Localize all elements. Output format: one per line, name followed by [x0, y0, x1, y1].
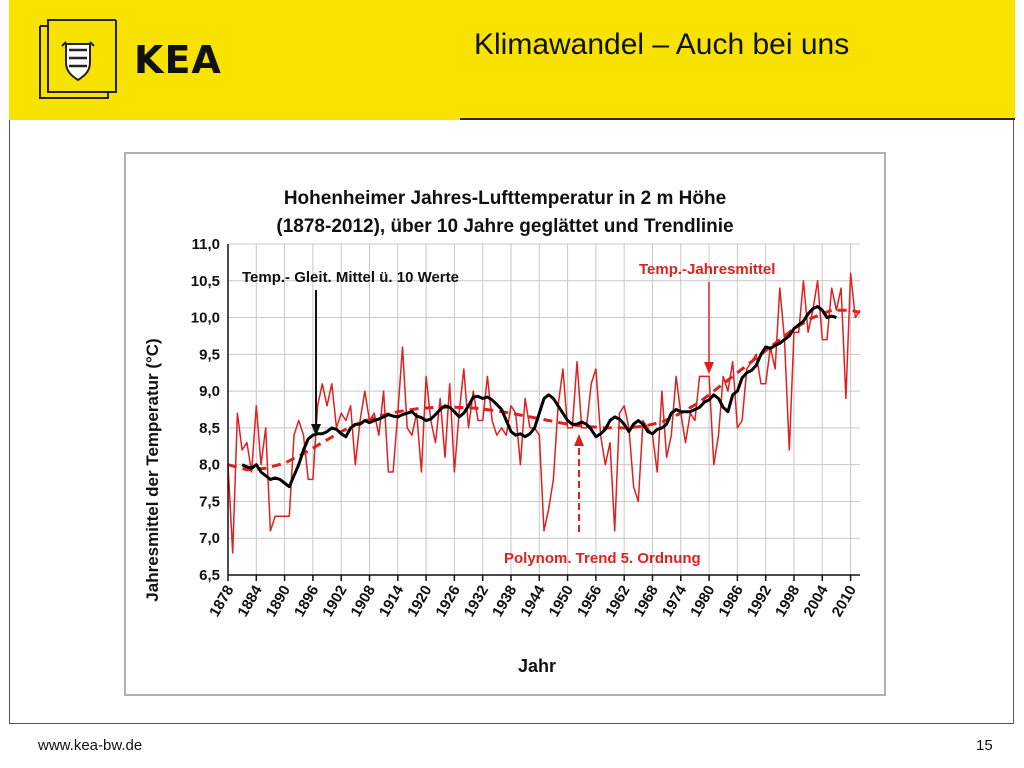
- annotation-annual-arrowhead: [704, 362, 714, 374]
- y-tick-label: 10,0: [191, 310, 220, 327]
- chart-border: [124, 152, 886, 696]
- y-tick-label: 10,5: [191, 273, 220, 290]
- y-axis-label: Jahresmittel der Temperatur (°C): [143, 338, 162, 601]
- footer-url[interactable]: www.kea-bw.de: [38, 737, 143, 754]
- annotation-annual: Temp.-Jahresmittel: [639, 261, 775, 278]
- slide-header: [9, 0, 1015, 120]
- annotation-smoothed-arrowhead: [311, 424, 321, 436]
- x-axis-label: Jahr: [518, 656, 556, 676]
- slide-title: Klimawandel – Auch bei uns: [474, 28, 850, 61]
- annotation-trend: Polynom. Trend 5. Ordnung: [504, 550, 701, 567]
- logo-text: KEA: [134, 38, 222, 82]
- smoothed-mean-line: [241, 305, 837, 489]
- y-tick-label: 8,0: [199, 457, 220, 474]
- annotation-smoothed: Temp.- Gleit. Mittel ü. 10 Werte: [242, 269, 459, 286]
- y-tick-label: 7,0: [199, 530, 220, 547]
- series-layer: [227, 272, 861, 554]
- y-tick-label: 9,0: [199, 383, 220, 400]
- y-tick-label: 8,5: [199, 420, 220, 437]
- header-divider: [460, 118, 1015, 120]
- coat-of-arms-icon: [38, 18, 118, 100]
- y-tick-label: 7,5: [199, 493, 220, 510]
- y-tick-label: 11,0: [192, 236, 220, 253]
- annotation-trend-arrowhead: [574, 434, 584, 446]
- chart-title-line1: Hohenheimer Jahres-Lufttemperatur in 2 m…: [284, 188, 726, 209]
- y-tick-label: 9,5: [199, 346, 220, 363]
- page-number: 15: [976, 737, 993, 754]
- annual-mean-line: [227, 272, 861, 554]
- chart-title-line2: (1878-2012), über 10 Jahre geglättet und…: [276, 216, 733, 237]
- temperature-chart: Hohenheimer Jahres-Lufttemperatur in 2 m…: [124, 152, 886, 696]
- chart-container: Hohenheimer Jahres-Lufttemperatur in 2 m…: [124, 152, 886, 696]
- annotations-layer: Temp.- Gleit. Mittel ü. 10 Werte Temp.-J…: [242, 261, 775, 567]
- y-tick-label: 6,5: [199, 567, 220, 584]
